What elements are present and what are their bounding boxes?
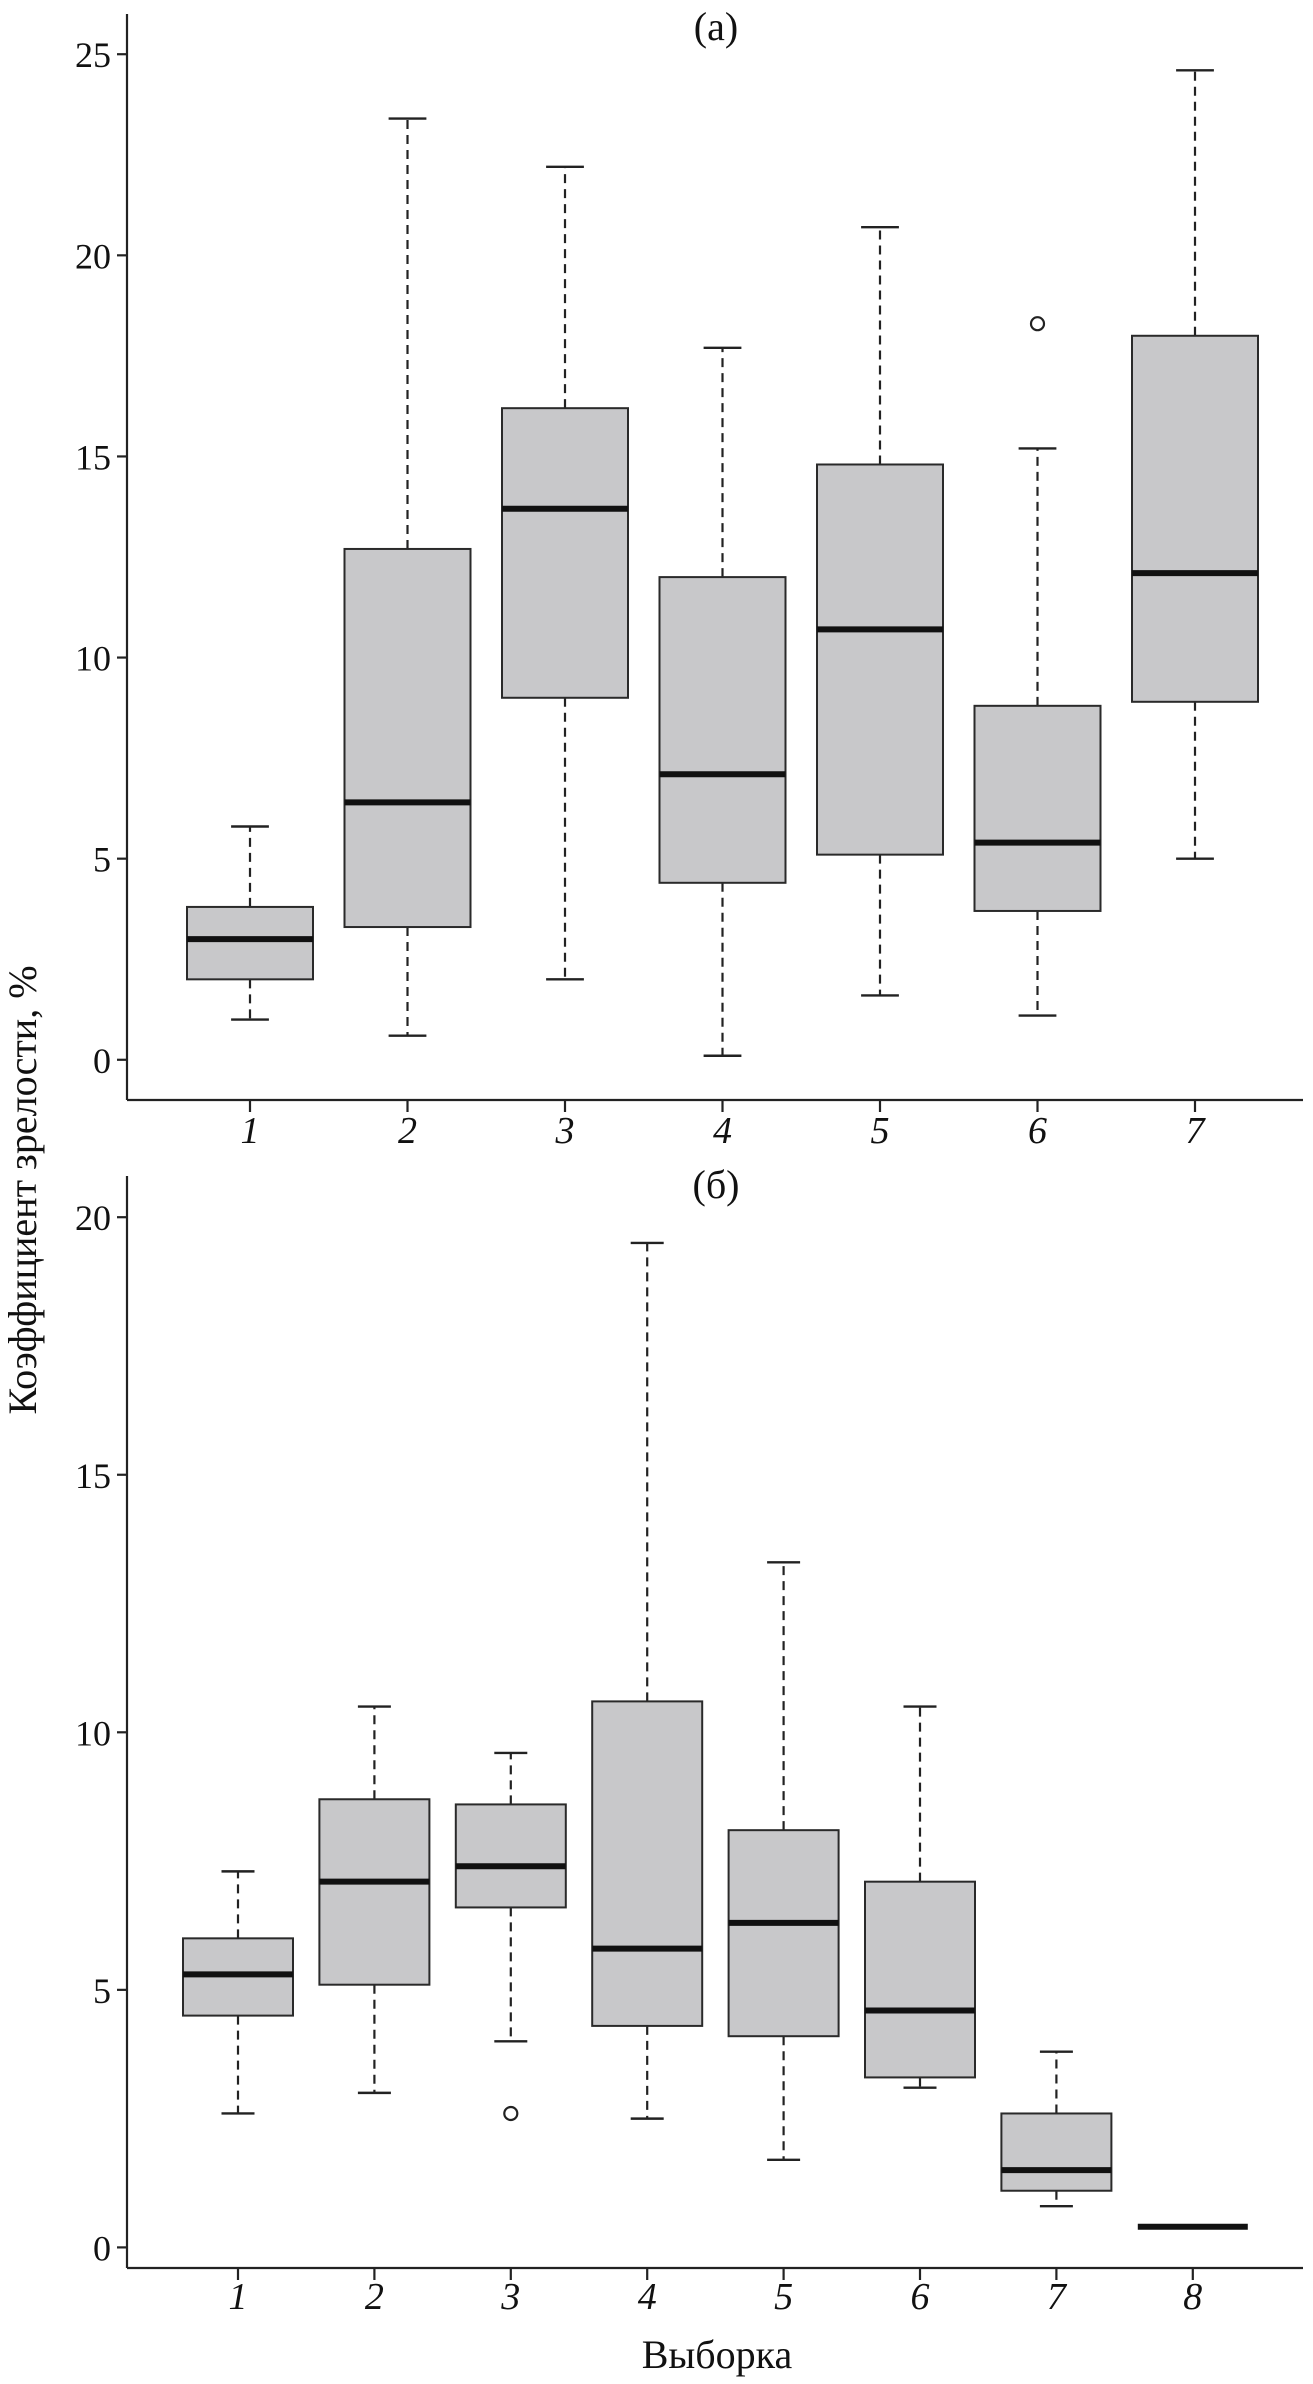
box-a-1	[186, 905, 314, 981]
x-tick-label-b-4: 4	[638, 2276, 657, 2318]
box-group-b-5	[727, 1561, 840, 2162]
x-tick-label-b-8: 8	[1183, 2276, 1202, 2318]
box-group-a-1	[186, 825, 314, 1021]
x-tick-label-b-6: 6	[911, 2276, 930, 2318]
box-group-b-7	[1000, 2050, 1113, 2208]
y-tick-label-b-20: 20	[75, 1198, 111, 1238]
x-tick-label-b-5: 5	[774, 2276, 793, 2318]
box-b-4	[591, 1700, 704, 2027]
panel-a: (а) 0 5 10 15 20 25 1 2 3 4 5 6 7	[75, 4, 1303, 1152]
x-tick-label-a-2: 2	[398, 1110, 417, 1152]
x-tick-label-a-7: 7	[1186, 1110, 1207, 1152]
y-tick-label-b-15: 15	[75, 1456, 111, 1496]
outlier-point-b-3-0	[503, 2105, 519, 2122]
x-tick-label-b-2: 2	[365, 2276, 384, 2318]
x-tick-label-b-1: 1	[229, 2276, 248, 2318]
y-tick-label-a-0: 0	[93, 1041, 111, 1081]
y-tick-label-b-10: 10	[75, 1713, 111, 1753]
box-group-b-2	[318, 1705, 431, 2095]
panel-b: (б) 0 5 10 15 20 1 2 3 4 5 6 7 8	[75, 1162, 1303, 2318]
box-group-b-1	[182, 1870, 294, 2115]
y-tick-label-a-5: 5	[93, 840, 111, 880]
box-b-6	[864, 1880, 976, 2079]
box-a-2	[343, 547, 472, 929]
x-tick-label-b-3: 3	[500, 2276, 520, 2318]
panel-title-a: (а)	[694, 4, 738, 49]
box-b-3	[454, 1803, 567, 1909]
box-a-4	[658, 576, 787, 884]
x-tick-label-a-5: 5	[871, 1110, 890, 1152]
x-axis-label: Выборка	[642, 2332, 793, 2377]
x-tick-label-a-6: 6	[1028, 1110, 1047, 1152]
y-axis-label: Коэффициент зрелости, %	[0, 965, 45, 1414]
x-tick-label-a-1: 1	[241, 1110, 260, 1152]
y-tick-label-a-25: 25	[75, 35, 111, 75]
box-a-6	[973, 704, 1102, 912]
x-tick-label-a-3: 3	[555, 1110, 575, 1152]
box-group-b-3	[454, 1751, 567, 2122]
y-tick-label-a-20: 20	[75, 236, 111, 276]
box-group-b-6	[864, 1705, 976, 2089]
panel-title-b: (б)	[693, 1162, 740, 1207]
x-tick-label-b-7: 7	[1047, 2276, 1068, 2318]
y-tick-label-a-10: 10	[75, 639, 111, 679]
box-group-a-2	[343, 117, 472, 1037]
box-group-a-3	[501, 165, 629, 981]
y-tick-label-b-0: 0	[93, 2228, 111, 2268]
box-group-a-7	[1131, 69, 1259, 860]
y-tick-label-a-15: 15	[75, 437, 111, 477]
box-b-7	[1000, 2112, 1113, 2192]
box-a-3	[501, 407, 629, 699]
outlier-point-a-6-0	[1029, 316, 1046, 332]
box-b-2	[318, 1798, 431, 1986]
y-tick-label-b-5: 5	[93, 1971, 111, 2011]
box-group-a-5	[816, 225, 944, 997]
x-tick-label-a-4: 4	[713, 1110, 732, 1152]
box-b-5	[727, 1829, 840, 2038]
box-group-a-4	[658, 346, 787, 1057]
box-a-5	[816, 463, 944, 856]
box-a-7	[1131, 334, 1259, 703]
box-group-b-4	[591, 1241, 704, 2120]
box-group-a-6	[973, 316, 1102, 1017]
